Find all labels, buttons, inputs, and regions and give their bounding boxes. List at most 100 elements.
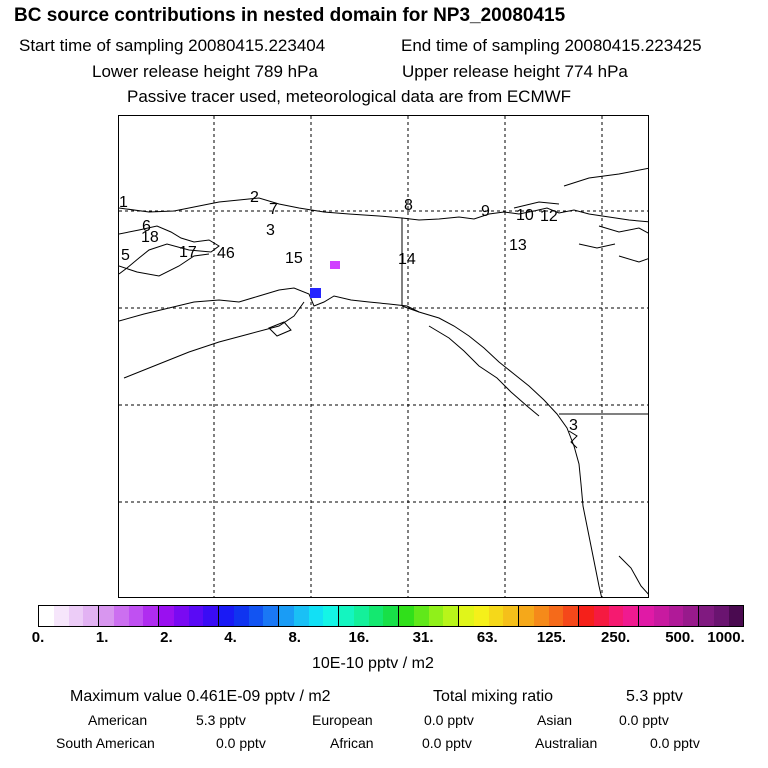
region-name: South American (56, 735, 155, 751)
map-label: 10 (516, 207, 534, 224)
colorbar-segment (173, 606, 189, 626)
region-value: 0.0 pptv (650, 735, 700, 751)
colorbar-segment (428, 606, 444, 626)
map-label: 1 (119, 194, 128, 211)
colorbar-segment (113, 606, 129, 626)
colorbar-tick-label: 16. (348, 629, 370, 646)
region-name: Asian (537, 712, 573, 728)
map-label: 6 (142, 218, 151, 235)
colorbar-segment (383, 606, 399, 626)
colorbar-segment (668, 606, 684, 626)
total-mixing-ratio-label: Total mixing ratio (433, 688, 554, 705)
region-value: 0.0 pptv (424, 712, 474, 728)
colorbar-segment (593, 606, 609, 626)
tracer-note: Passive tracer used, meteorological data… (127, 87, 572, 106)
lower-release-height: Lower release height 789 hPa (92, 62, 318, 81)
colorbar-segment (128, 606, 144, 626)
colorbar-segment (68, 606, 84, 626)
map-label: 2 (250, 189, 259, 206)
map-label: 17 (179, 244, 197, 261)
map-label: 12 (540, 208, 558, 225)
colorbar-segment (413, 606, 429, 626)
total-mixing-ratio-value: 5.3 pptv (626, 688, 683, 705)
colorbar-segment (293, 606, 309, 626)
colorbar-units: 10E-10 pptv / m2 (312, 655, 434, 672)
region-value: 0.0 pptv (422, 735, 472, 751)
map-label: 13 (509, 237, 527, 254)
colorbar-segment (248, 606, 264, 626)
colorbar-tick-label: 31. (412, 629, 434, 646)
coastline-map (119, 116, 648, 597)
colorbar-segment (339, 606, 354, 626)
colorbar (38, 605, 744, 627)
region-name: African (330, 735, 374, 751)
colorbar-tick-label: 1. (95, 629, 109, 646)
colorbar-segment (219, 606, 234, 626)
colorbar-segment (623, 606, 639, 626)
colorbar-segment (443, 606, 459, 626)
map-label: 14 (398, 251, 416, 268)
colorbar-segment (713, 606, 729, 626)
colorbar-segment (699, 606, 714, 626)
region-value: 0.0 pptv (619, 712, 669, 728)
colorbar-tick-label: 2. (160, 629, 173, 646)
colorbar-segment (83, 606, 99, 626)
maximum-value: Maximum value 0.461E-09 pptv / m2 (70, 688, 331, 705)
chart-title: BC source contributions in nested domain… (14, 5, 566, 26)
colorbar-tick-label: 8. (288, 629, 301, 646)
map-label: 9 (481, 203, 490, 220)
start-time: Start time of sampling 20080415.223404 (19, 36, 326, 55)
map-label: 3 (266, 222, 275, 239)
region-name: American (88, 712, 148, 728)
upper-release-height: Upper release height 774 hPa (402, 62, 628, 81)
map-label: 3 (569, 417, 578, 434)
colorbar-segment (203, 606, 219, 626)
colorbar-segment (279, 606, 294, 626)
map-label: 18 (141, 229, 159, 246)
colorbar-segment (563, 606, 579, 626)
colorbar-segment (639, 606, 654, 626)
colorbar-segment (323, 606, 339, 626)
map-label: 7 (269, 201, 278, 218)
end-time: End time of sampling 20080415.223425 (401, 36, 702, 55)
source-cell-blue (310, 288, 321, 298)
colorbar-tick-label: 250. (601, 629, 631, 646)
colorbar-segment (653, 606, 669, 626)
source-cell-magenta (330, 261, 340, 269)
colorbar-segment (503, 606, 519, 626)
colorbar-segment (728, 606, 744, 626)
colorbar-tick-label: 500. (665, 629, 695, 646)
colorbar-segment (99, 606, 114, 626)
colorbar-segment (548, 606, 564, 626)
colorbar-segment (579, 606, 594, 626)
graticule (119, 116, 648, 597)
map-label: 5 (121, 247, 130, 264)
map-label: 15 (285, 250, 303, 267)
colorbar-segment (53, 606, 69, 626)
colorbar-segment (39, 606, 54, 626)
map-panel: 1 2 7 3 6 18 17 46 5 15 14 8 9 10 12 13 … (118, 115, 649, 598)
colorbar-segment (353, 606, 369, 626)
coastlines (119, 167, 648, 597)
colorbar-tick-label: 125. (536, 629, 567, 646)
colorbar-segment (488, 606, 504, 626)
colorbar-segment (159, 606, 174, 626)
region-name: European (312, 712, 373, 728)
map-label: 8 (404, 197, 413, 214)
colorbar-segment (683, 606, 699, 626)
colorbar-segment (263, 606, 279, 626)
colorbar-segment (519, 606, 534, 626)
colorbar-segment (143, 606, 159, 626)
colorbar-segment (368, 606, 384, 626)
colorbar-segment (608, 606, 624, 626)
colorbar-segment (188, 606, 204, 626)
colorbar-segment (399, 606, 414, 626)
colorbar-segment (533, 606, 549, 626)
colorbar-tick-label: 1000. (707, 629, 745, 646)
region-name: Australian (535, 735, 598, 751)
colorbar-tick-label: 63. (476, 629, 498, 646)
region-value: 0.0 pptv (216, 735, 266, 751)
map-label: 46 (217, 245, 235, 262)
colorbar-tick-label: 4. (224, 629, 237, 646)
colorbar-tick-label: 0. (31, 629, 45, 646)
